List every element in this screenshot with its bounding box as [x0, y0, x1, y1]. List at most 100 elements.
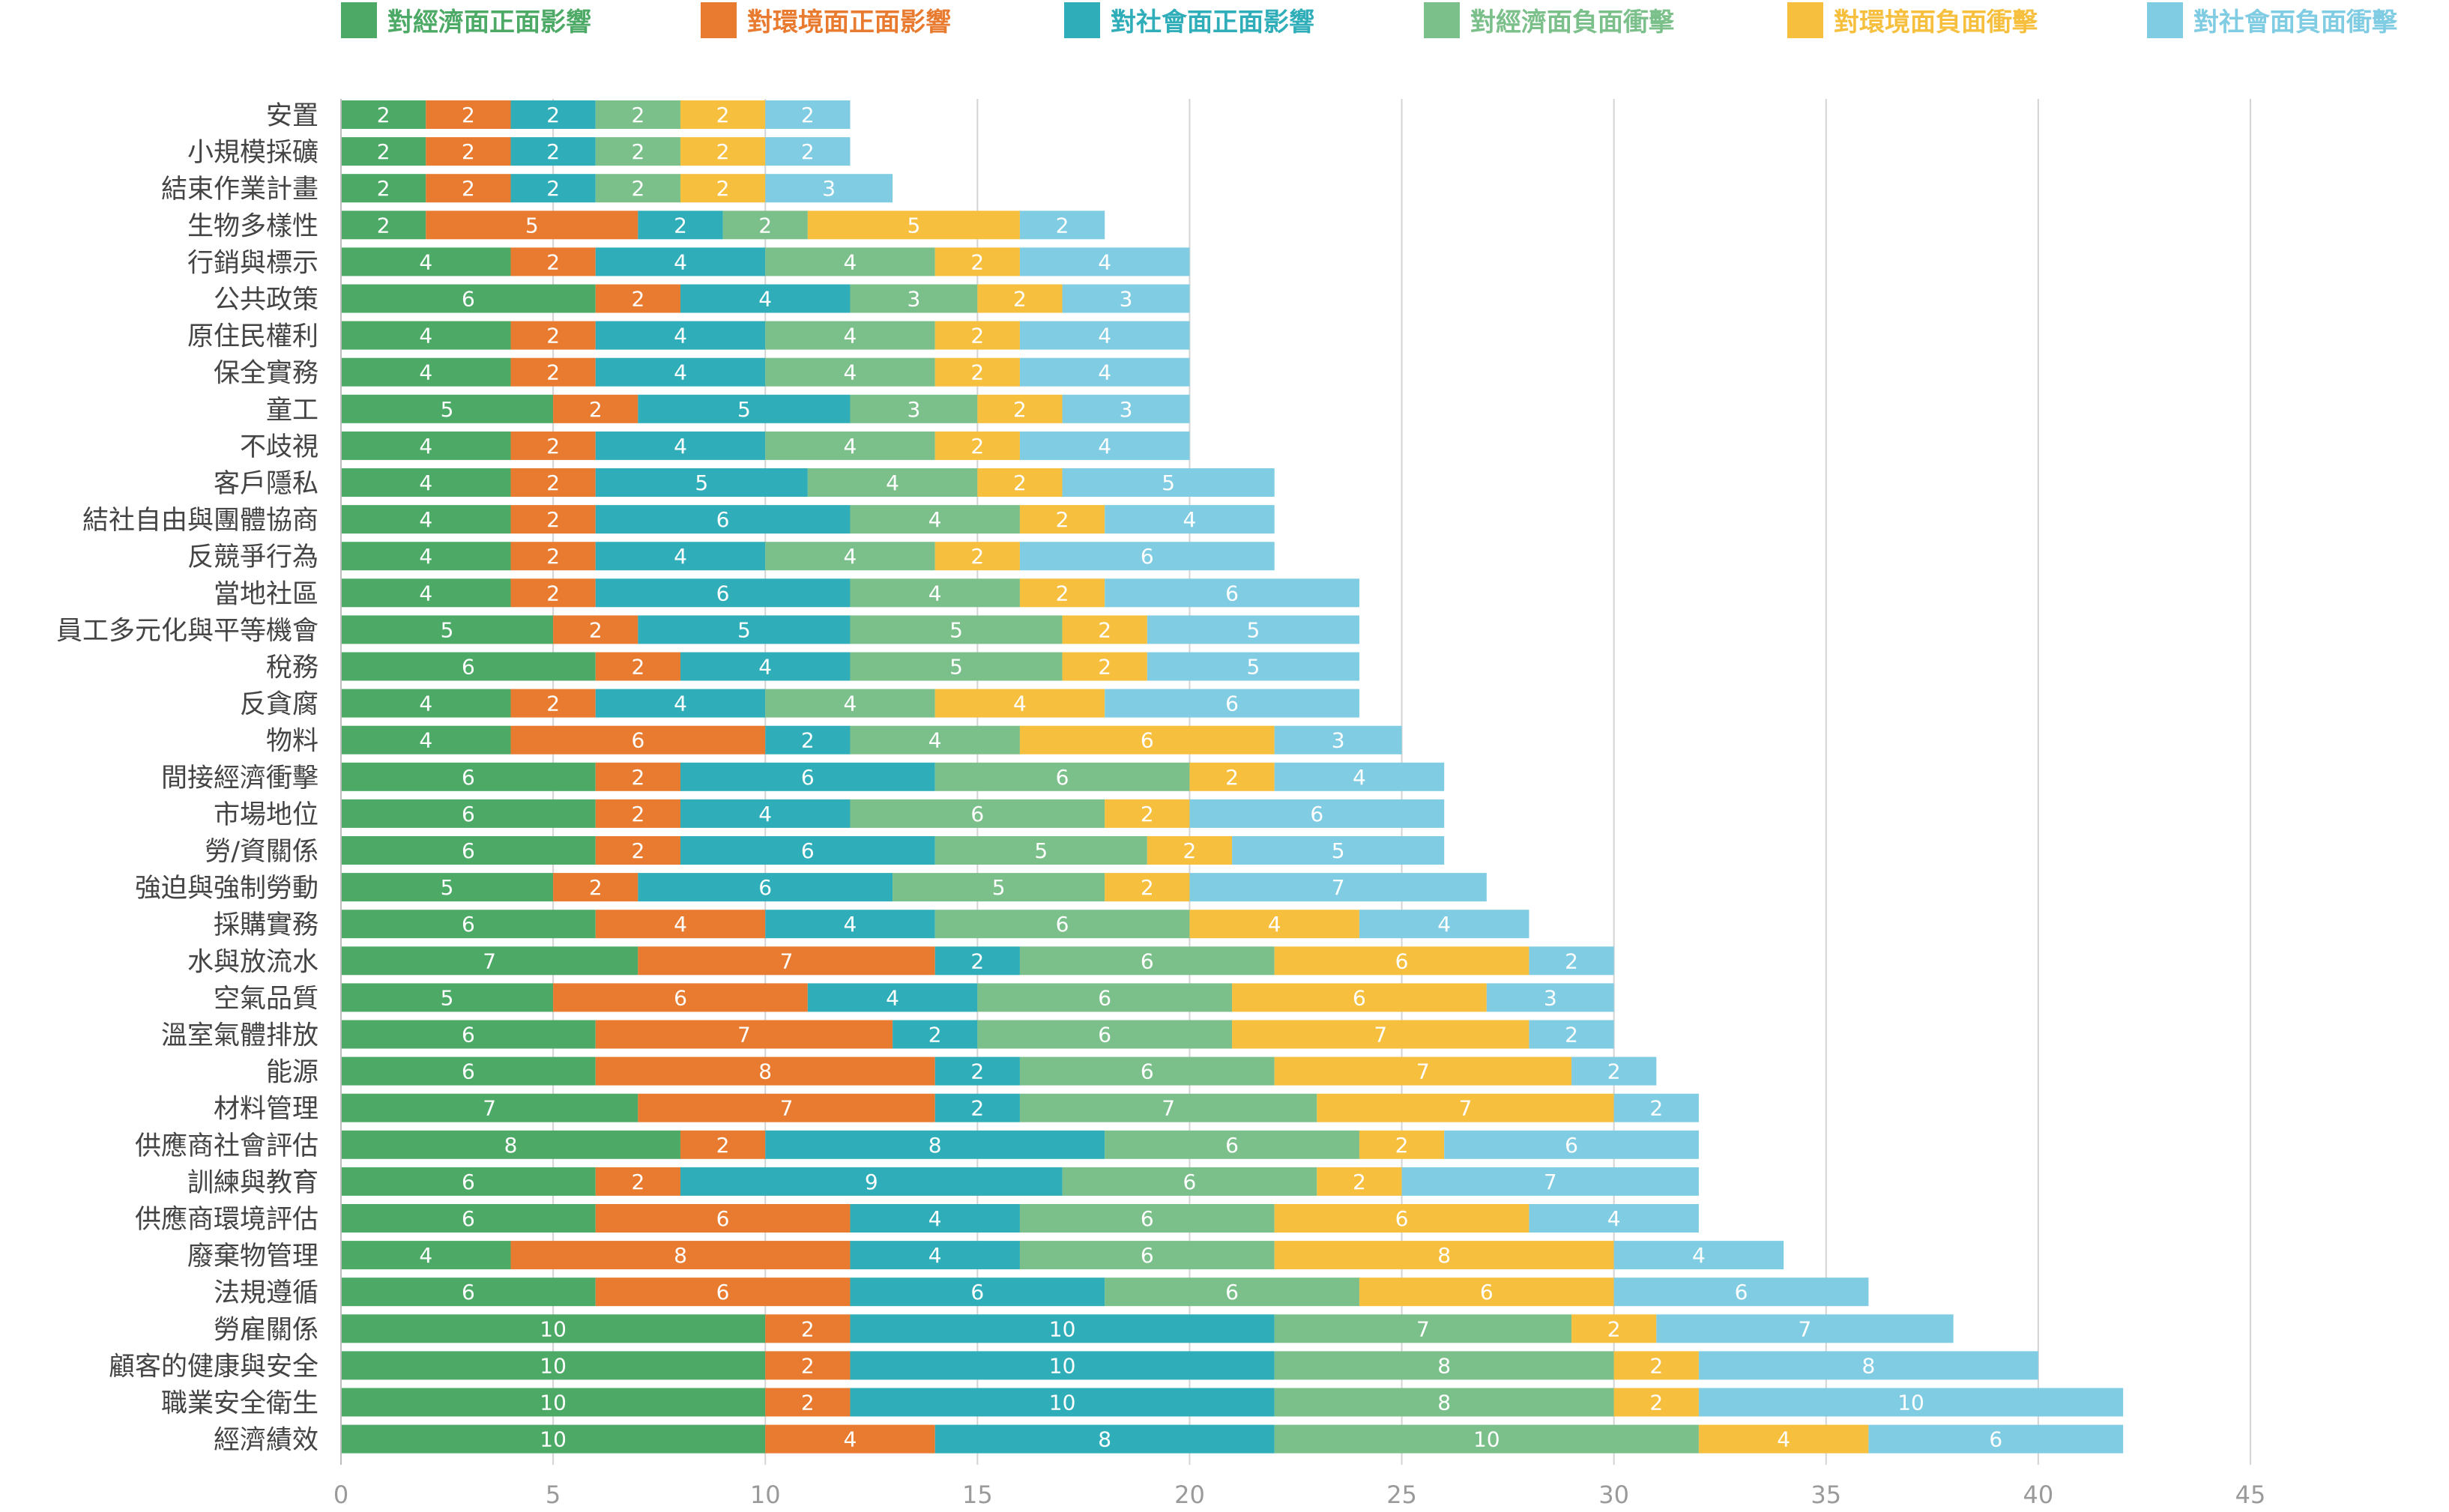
bar-segment [1019, 542, 1275, 571]
data-label: 4 [886, 471, 899, 495]
bar-segment [680, 100, 766, 129]
bar-segment [1359, 910, 1530, 939]
data-label: 5 [949, 617, 963, 642]
data-label: 4 [758, 287, 772, 312]
bar-segment [553, 873, 638, 902]
data-label: 2 [377, 139, 390, 164]
bar-segment [341, 1351, 766, 1380]
data-label: 4 [1353, 765, 1366, 790]
data-label: 2 [801, 1353, 815, 1378]
legend-item: 對社會面負面衝擊 [2147, 1, 2397, 38]
bar-segment [1019, 725, 1275, 755]
bar-segment [510, 505, 596, 534]
bar-segment [595, 1204, 851, 1233]
bar-segment [426, 211, 638, 240]
bar-segment [722, 211, 808, 240]
data-label: 8 [928, 1133, 942, 1158]
category-label: 經濟績效 [214, 1426, 318, 1456]
bar-segment [553, 615, 638, 644]
data-label: 4 [419, 324, 432, 348]
bar-segment [1698, 1424, 1869, 1454]
bar-segment [510, 725, 766, 755]
data-label: 2 [1056, 213, 1069, 238]
category-label: 客戶隱私 [214, 469, 318, 499]
bar-segment [1105, 578, 1359, 608]
bar-segment [553, 394, 638, 423]
data-label: 2 [546, 544, 560, 569]
x-tick-label: 0 [333, 1481, 348, 1509]
bar-segment [850, 394, 978, 423]
data-label: 7 [780, 1096, 794, 1121]
bar-segment [1571, 1314, 1657, 1343]
data-label: 4 [1692, 1243, 1706, 1268]
data-label: 4 [758, 655, 772, 680]
bar-segment [934, 1093, 1020, 1122]
data-label: 2 [631, 765, 644, 790]
bar-segment [680, 284, 851, 313]
data-label: 2 [1607, 1316, 1621, 1341]
data-label: 2 [546, 324, 560, 348]
data-label: 2 [546, 507, 560, 532]
data-label: 6 [1141, 544, 1154, 569]
legend-label: 對環境面正面影響 [747, 7, 951, 37]
bar-segment [680, 799, 851, 828]
data-label: 2 [1565, 1023, 1578, 1047]
data-label: 6 [462, 1206, 475, 1231]
legend-item: 對社會面正面影響 [1064, 1, 1314, 38]
bar-segment [934, 321, 1020, 350]
data-label: 7 [1374, 1023, 1387, 1047]
bar-segment [341, 799, 596, 828]
bar-segment [341, 468, 511, 497]
data-label: 4 [844, 434, 857, 459]
data-label: 7 [1162, 1096, 1175, 1121]
data-label: 7 [1416, 1059, 1430, 1084]
bar-segment [1019, 247, 1190, 276]
bar-segment [934, 836, 1147, 865]
bar-segment [1529, 1204, 1699, 1233]
bar-segment [680, 762, 935, 791]
category-label: 材料管理 [214, 1095, 318, 1125]
bar-segment [934, 1424, 1275, 1454]
bar-segment [341, 1241, 511, 1270]
data-label: 4 [928, 728, 942, 753]
data-label: 4 [844, 360, 857, 385]
data-label: 2 [970, 544, 984, 569]
bar-segment [765, 1351, 851, 1380]
data-label: 3 [1120, 287, 1133, 312]
data-label: 2 [546, 250, 560, 274]
data-label: 6 [716, 581, 730, 605]
data-label: 5 [737, 397, 751, 422]
bar-segment [1019, 578, 1105, 608]
bar-segment [1232, 1020, 1530, 1049]
bar-segment [1868, 1424, 2124, 1454]
bar-segment [595, 762, 680, 791]
bar-segment [1019, 321, 1190, 350]
bar-segment [934, 247, 1020, 276]
bar-segment [934, 762, 1190, 791]
chart-legend: 對經濟面正面影響 對環境面正面影響 對社會面正面影響 對經濟面負面衝擊 對環境面負面衝擊… [0, 0, 2449, 52]
data-label: 6 [1141, 949, 1154, 973]
data-label: 2 [970, 1096, 984, 1121]
data-label: 9 [865, 1170, 878, 1194]
bar-segment [1274, 1424, 1699, 1454]
bar-segment [934, 357, 1020, 387]
bar-segment [765, 1314, 851, 1343]
data-label: 2 [546, 139, 560, 164]
bar-segment [1698, 1351, 2038, 1380]
bar-segment [1105, 1130, 1359, 1159]
data-label: 2 [631, 139, 644, 164]
bar-segment [893, 873, 1105, 902]
data-label: 7 [483, 949, 496, 973]
data-label: 6 [1225, 692, 1239, 716]
data-label: 4 [419, 692, 432, 716]
bar-segment [595, 1020, 893, 1049]
data-label: 3 [1544, 985, 1557, 1010]
data-label: 6 [1225, 1280, 1239, 1304]
data-label: 5 [992, 875, 1006, 900]
category-label: 員工多元化與平等機會 [56, 616, 318, 646]
bar-segment [1105, 505, 1275, 534]
bar-segment [1232, 983, 1487, 1012]
bar-segment [680, 1130, 766, 1159]
data-label: 6 [1395, 949, 1409, 973]
bar-segment [1401, 1167, 1699, 1196]
